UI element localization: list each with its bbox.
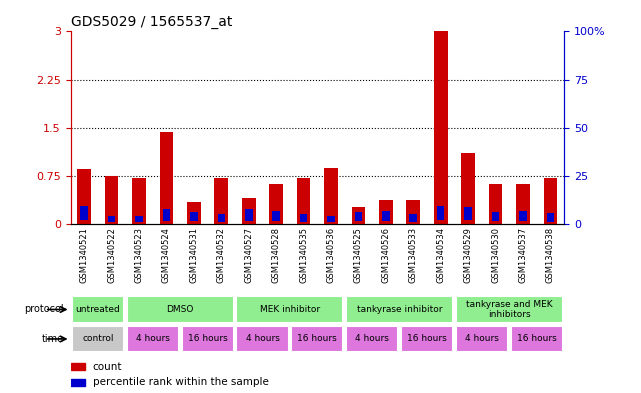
Bar [492, 212, 499, 221]
Bar [488, 184, 503, 224]
Bar [127, 326, 179, 352]
Bar [406, 200, 420, 224]
Bar [516, 184, 530, 224]
Text: percentile rank within the sample: percentile rank within the sample [93, 377, 269, 387]
Bar [437, 206, 444, 220]
Bar [328, 216, 335, 222]
Text: 16 hours: 16 hours [407, 334, 447, 343]
Bar [269, 184, 283, 224]
Bar [135, 216, 143, 222]
Bar [108, 216, 115, 222]
Bar [272, 211, 280, 221]
Bar [163, 209, 171, 220]
Bar [78, 169, 91, 224]
Bar [242, 198, 256, 224]
Bar [351, 207, 365, 224]
Text: control: control [82, 334, 113, 343]
Bar [181, 326, 234, 352]
Bar [291, 326, 344, 352]
Bar [464, 208, 472, 220]
Text: 16 hours: 16 hours [188, 334, 228, 343]
Bar [217, 214, 225, 222]
Text: 4 hours: 4 hours [465, 334, 499, 343]
Bar [132, 178, 146, 224]
Bar [511, 326, 563, 352]
Text: tankyrase and MEK
inhibitors: tankyrase and MEK inhibitors [466, 300, 553, 319]
Text: 16 hours: 16 hours [517, 334, 556, 343]
Bar [190, 212, 197, 221]
Bar [72, 326, 124, 352]
Text: tankyrase inhibitor: tankyrase inhibitor [357, 305, 442, 314]
Bar [354, 212, 362, 221]
Bar [297, 178, 310, 224]
Bar [104, 176, 119, 224]
Bar [237, 326, 288, 352]
Text: MEK inhibitor: MEK inhibitor [260, 305, 320, 314]
Bar [71, 379, 85, 386]
Text: 4 hours: 4 hours [246, 334, 279, 343]
Bar [127, 296, 234, 323]
Bar [187, 202, 201, 224]
Bar [456, 326, 508, 352]
Bar [519, 211, 527, 221]
Bar [237, 296, 344, 323]
Text: 16 hours: 16 hours [297, 334, 337, 343]
Bar [346, 326, 398, 352]
Bar [160, 132, 173, 224]
Bar [547, 213, 554, 222]
Bar [81, 206, 88, 220]
Bar [434, 31, 447, 224]
Text: 4 hours: 4 hours [136, 334, 170, 343]
Bar [410, 214, 417, 222]
Text: GDS5029 / 1565537_at: GDS5029 / 1565537_at [71, 15, 232, 29]
Bar [324, 167, 338, 224]
Text: 4 hours: 4 hours [355, 334, 389, 343]
Bar [245, 209, 253, 220]
Text: time: time [42, 334, 64, 344]
Bar [71, 363, 85, 370]
Bar [462, 153, 475, 224]
Text: DMSO: DMSO [167, 305, 194, 314]
Bar [300, 214, 307, 222]
Bar [72, 296, 124, 323]
Text: protocol: protocol [24, 305, 64, 314]
Bar [379, 200, 393, 224]
Text: untreated: untreated [76, 305, 121, 314]
Bar [382, 211, 390, 221]
Bar [401, 326, 453, 352]
Bar [346, 296, 453, 323]
Bar [215, 178, 228, 224]
Bar [544, 178, 557, 224]
Text: count: count [93, 362, 122, 372]
Bar [456, 296, 563, 323]
